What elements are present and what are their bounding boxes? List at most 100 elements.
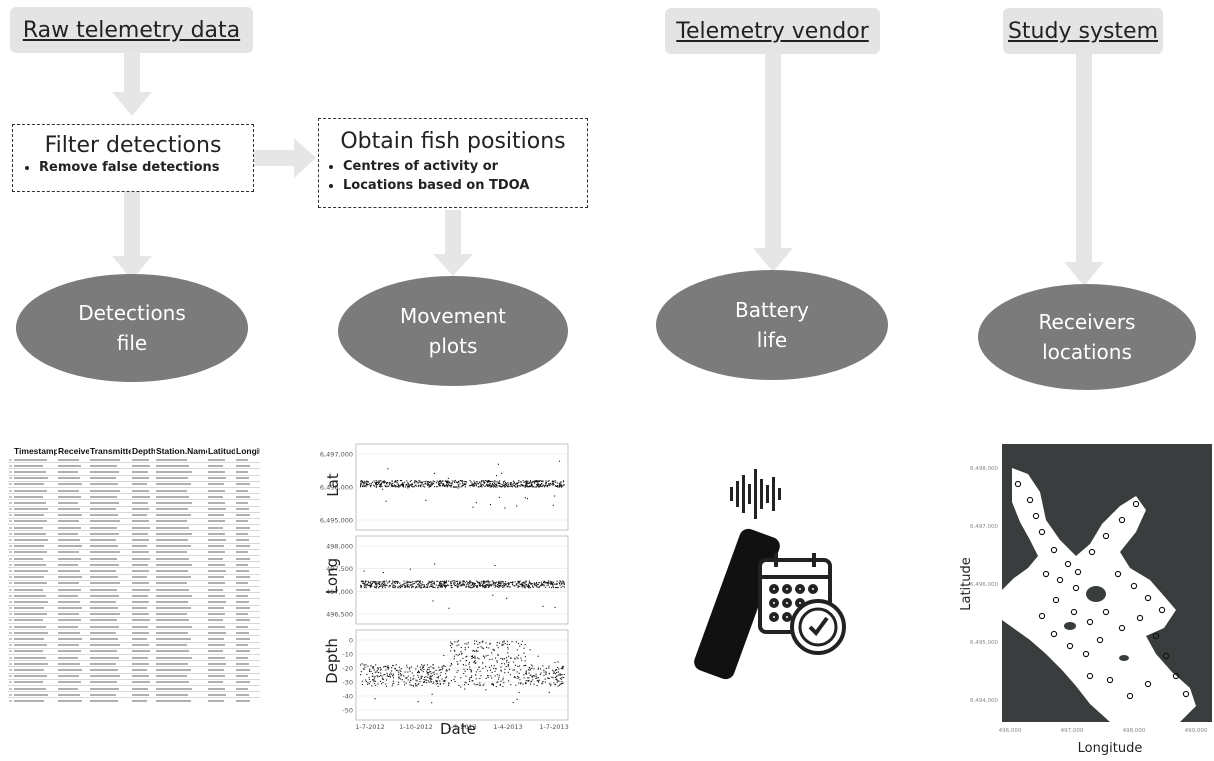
table-cell <box>235 691 260 699</box>
table-header: Station.Name <box>156 445 207 456</box>
receiver-marker <box>1152 632 1160 640</box>
table-row <box>8 481 260 488</box>
table-cell <box>57 457 89 464</box>
table-cell <box>57 475 89 482</box>
receivers-map: 6,498,000 6,497,000 6,496,000 6,495,000 6,49… <box>959 444 1212 756</box>
table-cell <box>207 642 235 649</box>
receiver-marker <box>1096 636 1104 644</box>
table-cell <box>155 635 207 643</box>
table-cell <box>89 648 131 656</box>
table-row <box>8 530 260 538</box>
table-cell <box>235 697 260 702</box>
table-cell <box>235 518 260 526</box>
table-cell <box>131 506 155 513</box>
table-cell <box>13 499 57 507</box>
x-tick-label: 1-4-2013 <box>493 723 523 731</box>
table-cell <box>155 493 207 501</box>
header-raw-label: Raw telemetry data <box>22 17 241 43</box>
table-cell <box>155 611 207 618</box>
table-cell <box>57 512 89 519</box>
table-cell <box>8 536 13 544</box>
table-cell <box>207 457 235 464</box>
receiver-marker <box>1102 532 1110 540</box>
table-cell <box>207 561 235 569</box>
table-row <box>8 499 260 507</box>
table-cell <box>207 475 235 482</box>
table-cell <box>89 462 131 470</box>
receiver-marker <box>1066 642 1074 650</box>
table-cell <box>207 611 235 618</box>
table-cell <box>8 457 13 464</box>
y-tick-label: -40 <box>342 693 353 701</box>
y-tick-label: -20 <box>342 665 353 673</box>
table-header: Transmitter <box>90 445 131 456</box>
table-cell <box>8 623 13 631</box>
positions-bullet: Locations based on TDOA <box>343 176 587 195</box>
table-cell <box>8 462 13 470</box>
table-cell <box>207 605 235 612</box>
table-cell <box>235 499 260 507</box>
receiver-marker <box>1070 608 1078 616</box>
table-cell <box>89 654 131 662</box>
receiver-marker <box>1118 624 1126 632</box>
ellipse-line: locations <box>1042 340 1132 364</box>
table-row <box>8 679 260 686</box>
table-cell <box>57 487 89 495</box>
receiver-marker <box>1102 608 1110 616</box>
table-cell <box>131 697 155 702</box>
table-row <box>8 574 260 581</box>
receiver-marker <box>1038 528 1046 536</box>
table-cell <box>155 506 207 513</box>
table-row <box>8 524 260 532</box>
island <box>1086 586 1106 602</box>
table-cell <box>155 555 207 563</box>
table-cell <box>57 660 89 668</box>
table-row <box>8 660 260 668</box>
table-cell <box>155 457 207 464</box>
table-cell <box>57 598 89 606</box>
table-cell <box>13 481 57 488</box>
table-cell <box>89 605 131 612</box>
table-cell <box>131 574 155 581</box>
table-cell <box>13 518 57 526</box>
scatter-points <box>360 563 565 609</box>
positions-bullet: Centres of activity or <box>343 157 587 176</box>
filter-bullets: Remove false detections <box>21 158 253 177</box>
table-cell <box>89 518 131 526</box>
table-cell <box>8 648 13 656</box>
table-cell <box>57 481 89 488</box>
table-cell <box>235 623 260 631</box>
receiver-marker <box>1072 584 1080 592</box>
header-study-system: Study system <box>1003 8 1163 54</box>
table-cell <box>13 660 57 668</box>
table-cell <box>155 574 207 581</box>
table-cell <box>8 691 13 699</box>
table-cell <box>13 691 57 699</box>
table-cell <box>89 506 131 513</box>
table-cell <box>235 555 260 563</box>
table-cell <box>207 635 235 643</box>
table-cell <box>8 530 13 538</box>
table-cell <box>89 524 131 532</box>
table-cell <box>235 673 260 680</box>
table-cell <box>8 574 13 581</box>
table-cell <box>155 623 207 631</box>
arrow-positions-to-movement <box>433 210 473 276</box>
table-cell <box>57 499 89 507</box>
table-cell <box>8 493 13 501</box>
table-cell <box>235 580 260 587</box>
table-cell <box>8 673 13 680</box>
table-cell <box>13 697 57 702</box>
table-cell <box>57 691 89 699</box>
table-cell <box>13 666 57 674</box>
table-cell <box>89 629 131 637</box>
table-cell <box>13 524 57 532</box>
table-cell <box>13 617 57 625</box>
x-tick-label: 1-7-2012 <box>355 723 385 731</box>
table-cell <box>207 524 235 532</box>
table-row <box>8 457 260 464</box>
receiver-marker <box>1144 594 1152 602</box>
table-cell <box>57 506 89 513</box>
y-tick-label: 6,498,000 <box>970 466 998 472</box>
